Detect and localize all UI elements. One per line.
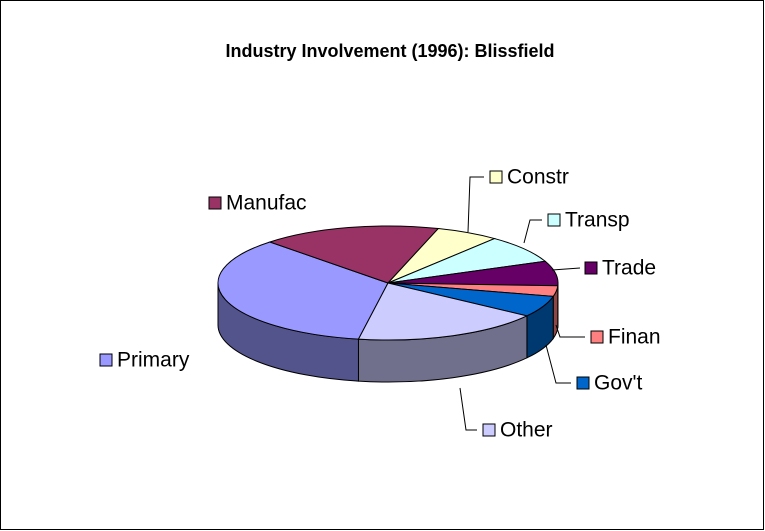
- pie: [217, 225, 559, 383]
- slice-label: Gov't: [594, 372, 643, 395]
- legend-key: [547, 213, 561, 227]
- legend-key: [590, 330, 604, 344]
- leader-lines: [459, 176, 585, 431]
- legend-key: [208, 196, 222, 210]
- slice-label: Transp: [565, 209, 630, 232]
- slice-label: Finan: [608, 326, 661, 349]
- slice-label: Constr: [507, 166, 569, 189]
- slice: [268, 225, 440, 284]
- leader-line: [523, 219, 542, 244]
- slice-label: Primary: [117, 349, 190, 372]
- legend-key: [576, 376, 590, 390]
- leader-line: [459, 387, 477, 431]
- labels: Primary Manufac Constr Transp Trade Finan Gov'…: [99, 166, 661, 442]
- legend-key: [489, 170, 503, 184]
- slice-label: Trade: [602, 257, 656, 280]
- leader-line: [467, 176, 484, 233]
- leader-line: [545, 344, 571, 384]
- legend-key: [99, 353, 113, 367]
- slice-label: Manufac: [226, 192, 307, 215]
- legend-key: [482, 423, 496, 437]
- legend-key: [584, 261, 598, 275]
- slice-label: Other: [500, 419, 553, 442]
- leader-line: [555, 324, 585, 338]
- slice: [357, 282, 529, 341]
- chart-title: Industry Involvement (1996): Blissfield: [225, 41, 554, 61]
- leader-line: [551, 267, 581, 271]
- slice: [217, 241, 389, 340]
